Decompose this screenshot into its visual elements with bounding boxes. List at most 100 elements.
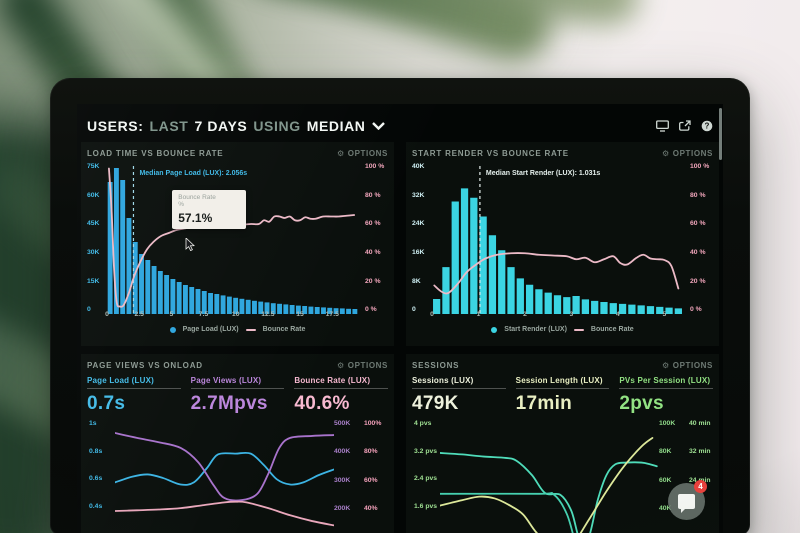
- options-button[interactable]: ⚙ OPTIONS: [662, 149, 713, 158]
- scrollbar[interactable]: [719, 108, 722, 160]
- svg-text:?: ?: [704, 122, 709, 131]
- axis-label: 15: [296, 311, 304, 318]
- metric-value: 479K: [412, 393, 506, 415]
- metrics-row: Page Load (LUX) 0.7s Page Views (LUX) 2.…: [81, 374, 394, 415]
- legend-dot-icon: [169, 326, 176, 333]
- header-days-label: 7 DAYS: [194, 118, 247, 134]
- timeframe-dropdown[interactable]: USERS: LAST 7 DAYS USING MEDIAN: [87, 118, 385, 134]
- metric-label: Session Length (LUX): [515, 376, 610, 389]
- metric-page-views: Page Views (LUX) 2.7Mpvs: [190, 376, 285, 415]
- metric-label: Page Views (LUX): [190, 376, 285, 389]
- metric-label: Page Load (LUX): [87, 376, 181, 389]
- page-views-mini-chart: [115, 419, 334, 533]
- axis-label: 500K: [334, 420, 358, 428]
- axis-label: 0: [430, 311, 434, 318]
- panel-load-time-vs-bounce-rate: LOAD TIME VS BOUNCE RATE ⚙ OPTIONS 75K 60…: [81, 142, 394, 346]
- notification-badge: 4: [694, 480, 707, 493]
- legend-label: Start Render (LUX): [504, 326, 567, 333]
- axis-label: 24K: [412, 220, 424, 228]
- app-header: USERS: LAST 7 DAYS USING MEDIAN: [77, 104, 723, 142]
- panel-title: PAGE VIEWS VS ONLOAD: [87, 361, 203, 370]
- help-icon[interactable]: ?: [700, 120, 713, 133]
- mini-y-axis-left: 1s 0.8s 0.6s 0.4s: [81, 419, 115, 511]
- axis-label: 12.5: [261, 311, 274, 318]
- metric-label: PVs Per Session (LUX): [619, 376, 714, 389]
- legend-label: Page Load (LUX): [183, 326, 239, 333]
- median-annotation: Median Start Render (LUX): 1.031s: [486, 170, 600, 177]
- axis-label: 20 %: [690, 278, 706, 286]
- axis-label: 30K: [87, 249, 99, 257]
- gear-icon: ⚙: [662, 361, 670, 370]
- axis-label: 40 %: [690, 249, 706, 257]
- panel-sessions: SESSIONS ⚙ OPTIONS Sessions (LUX) 479K S…: [406, 354, 719, 533]
- metric-value: 2.7Mpvs: [191, 393, 285, 415]
- axis-label: 75K: [87, 163, 99, 171]
- axis-label: 5: [663, 311, 667, 318]
- axis-label: 40K: [659, 505, 683, 513]
- axis-label: 10: [232, 311, 240, 318]
- metric-value: 17min: [516, 393, 610, 415]
- axis-label: 400K: [334, 449, 358, 456]
- axis-label: 8K: [412, 278, 421, 286]
- chat-launcher-button[interactable]: 4: [668, 480, 707, 520]
- axis-label: 80%: [364, 449, 392, 456]
- metric-page-load: Page Load (LUX) 0.7s: [87, 376, 181, 415]
- header-using-label: USING: [253, 118, 300, 134]
- legend-line-icon: [573, 328, 584, 331]
- tooltip-subtitle: %: [178, 201, 240, 209]
- axis-label: 7.5: [199, 311, 208, 318]
- load-time-histogram: Median Page Load (LUX): 2.056s Bounce Ra…: [107, 164, 358, 314]
- chart-legend: Page Load (LUX) Bounce Rate: [81, 326, 394, 333]
- axis-label: 15K: [87, 278, 99, 286]
- axis-label: 2.5: [134, 311, 143, 318]
- gear-icon: ⚙: [662, 149, 670, 158]
- metrics-row: Sessions (LUX) 479K Session Length (LUX)…: [406, 374, 719, 415]
- panel-title: LOAD TIME VS BOUNCE RATE: [87, 149, 223, 158]
- axis-label: 300K: [334, 477, 358, 485]
- axis-label: 20 %: [365, 278, 381, 286]
- share-export-icon[interactable]: [678, 120, 691, 133]
- mini-y-axis-left: 4 pvs 3.2 pvs 2.4 pvs 1.6 pvs: [406, 419, 440, 511]
- axis-label: 40%: [364, 505, 392, 513]
- axis-label: 0.8s: [89, 448, 115, 456]
- axis-label: 2: [523, 311, 527, 318]
- metric-label: Sessions (LUX): [412, 376, 506, 389]
- chevron-down-icon: [371, 120, 385, 133]
- metric-session-length: Session Length (LUX) 17min: [515, 376, 610, 415]
- options-label: OPTIONS: [348, 361, 388, 370]
- axis-label: 0 %: [365, 306, 377, 314]
- header-users-label: USERS:: [87, 118, 144, 134]
- metric-pvs-per-session: PVs Per Session (LUX) 2pvs: [619, 376, 714, 415]
- header-last-label: LAST: [150, 118, 189, 134]
- axis-label: 0: [105, 311, 109, 318]
- gear-icon: ⚙: [337, 149, 345, 158]
- chart-legend: Start Render (LUX) Bounce Rate: [406, 326, 719, 333]
- options-button[interactable]: ⚙ OPTIONS: [662, 361, 713, 370]
- axis-label: 0 %: [690, 306, 702, 314]
- axis-label: 17.5: [326, 311, 339, 318]
- sessions-mini-chart: [440, 419, 659, 533]
- mini-y-axis-right: 500K 100% 400K 80% 300K 60% 200K 40%: [334, 419, 394, 513]
- metric-sessions: Sessions (LUX) 479K: [412, 376, 506, 415]
- axis-label: 100 %: [690, 163, 709, 171]
- axis-label: 60 %: [690, 220, 706, 228]
- axis-label: 16K: [412, 249, 424, 257]
- axis-label: 5: [169, 311, 173, 318]
- display-icon[interactable]: [656, 120, 669, 133]
- x-axis: 0 1 2 3 4 5: [430, 311, 683, 321]
- axis-label: 4: [616, 311, 620, 318]
- axis-label: 60K: [659, 477, 683, 485]
- axis-label: 4 pvs: [414, 420, 440, 428]
- options-button[interactable]: ⚙ OPTIONS: [337, 361, 388, 370]
- options-button[interactable]: ⚙ OPTIONS: [337, 149, 388, 158]
- axis-label: 40 min: [689, 420, 717, 428]
- axis-label: 0: [412, 306, 416, 314]
- metric-bounce-rate: Bounce Rate (LUX) 40.6%: [294, 376, 389, 415]
- axis-label: 0: [87, 306, 91, 314]
- axis-label: 80K: [659, 449, 683, 456]
- axis-label: 60%: [364, 477, 392, 485]
- metric-value: 40.6%: [294, 393, 388, 415]
- y-axis-left: 75K 60K 45K 30K 15K 0: [81, 163, 107, 314]
- panel-title: SESSIONS: [412, 361, 459, 370]
